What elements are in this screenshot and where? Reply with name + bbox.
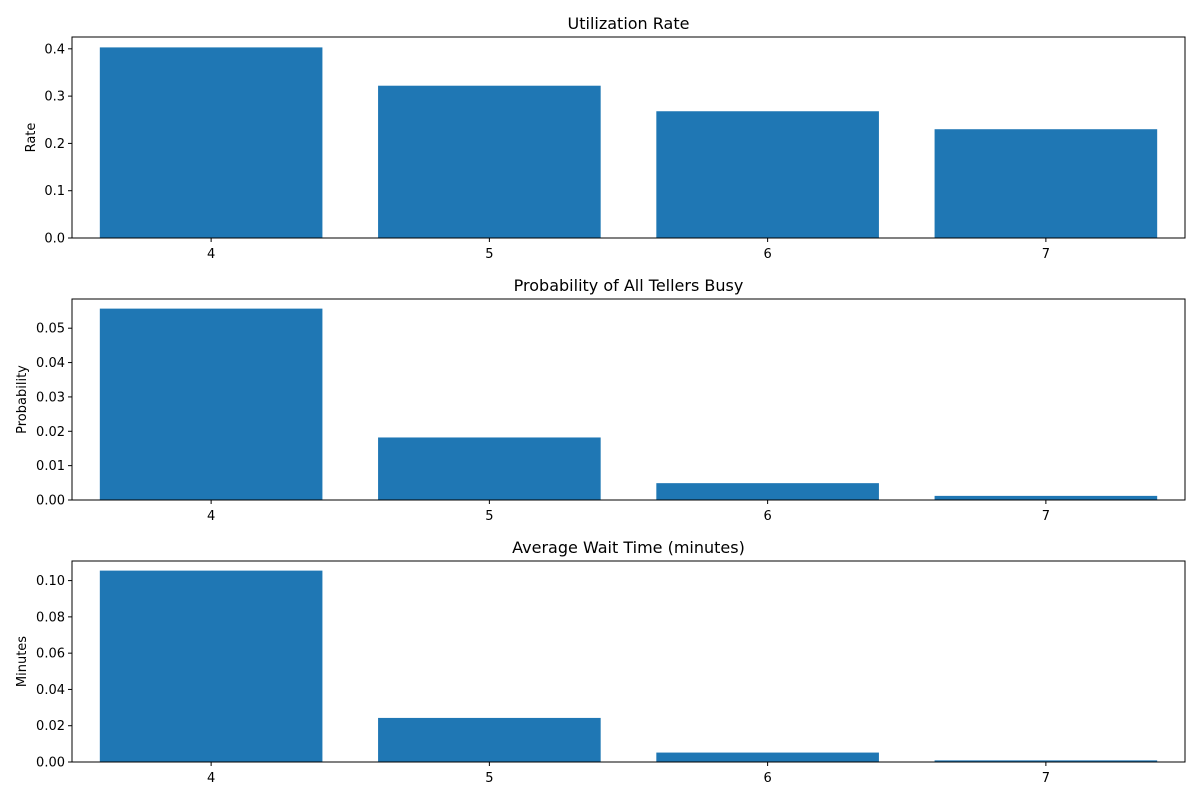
x-tick-label: 7	[1042, 247, 1050, 262]
y-tick-label: 0.02	[36, 719, 65, 734]
bar-6	[656, 111, 879, 238]
bar-7	[934, 760, 1158, 762]
subplot-title: Probability of All Tellers Busy	[514, 276, 744, 295]
x-tick-label: 5	[485, 247, 493, 262]
bar-7	[934, 129, 1158, 238]
x-tick-label: 6	[763, 771, 771, 786]
y-tick-label: 0.04	[36, 356, 65, 371]
subplot-2: 0.00 0.01 0.02 0.03 0.04 0.05 4 5 6 7 Probability …	[15, 276, 1186, 524]
y-tick-label: 0.08	[36, 610, 65, 625]
y-tick-label: 0.06	[36, 647, 65, 662]
x-tick-label: 4	[207, 771, 215, 786]
bar-7	[934, 495, 1158, 500]
y-tick-label: 0.05	[36, 322, 65, 337]
x-tick-label: 7	[1042, 509, 1050, 524]
y-tick-label: 0.00	[36, 756, 65, 771]
bar-6	[656, 752, 879, 762]
x-tick-label: 7	[1042, 771, 1050, 786]
y-tick-label: 0.01	[36, 459, 65, 474]
plot-frame	[71, 560, 1186, 763]
y-tick-label: 0.0	[44, 232, 65, 247]
subplot-3: 0.00 0.02 0.04 0.06 0.08 0.10 4 5 6 7 Average Wait…	[15, 538, 1186, 786]
x-tick-label: 5	[485, 509, 493, 524]
y-tick-label: 0.00	[36, 494, 65, 509]
x-tick-label: 6	[763, 509, 771, 524]
bar-6	[656, 483, 879, 500]
y-tick-label: 0.02	[36, 425, 65, 440]
x-tick-label: 4	[207, 247, 215, 262]
y-tick-label: 0.3	[44, 90, 65, 105]
bar-5	[378, 717, 601, 762]
y-tick-label: 0.4	[44, 42, 65, 57]
x-tick-label: 5	[485, 771, 493, 786]
bar-4	[99, 570, 323, 762]
plot-frame	[71, 298, 1186, 501]
subplot-title: Utilization Rate	[568, 14, 690, 33]
y-axis-label: Minutes	[15, 636, 30, 687]
subplot-1: 0.0 0.1 0.2 0.3 0.4 4 5 6 7 Utilization Rate Rate	[24, 14, 1186, 262]
subplot-title: Average Wait Time (minutes)	[512, 538, 745, 557]
y-axis-label: Probability	[15, 365, 30, 434]
y-tick-label: 0.04	[36, 683, 65, 698]
plot-frame	[71, 36, 1186, 239]
x-tick-label: 6	[763, 247, 771, 262]
y-tick-label: 0.10	[36, 574, 65, 589]
bar-5	[378, 437, 601, 500]
y-tick-label: 0.2	[44, 137, 65, 152]
y-tick-label: 0.1	[44, 184, 65, 199]
bar-4	[99, 47, 323, 239]
bar-5	[378, 85, 601, 239]
y-tick-label: 0.03	[36, 390, 65, 405]
bar-4	[99, 308, 323, 500]
x-tick-label: 4	[207, 509, 215, 524]
y-axis-label: Rate	[24, 123, 39, 153]
